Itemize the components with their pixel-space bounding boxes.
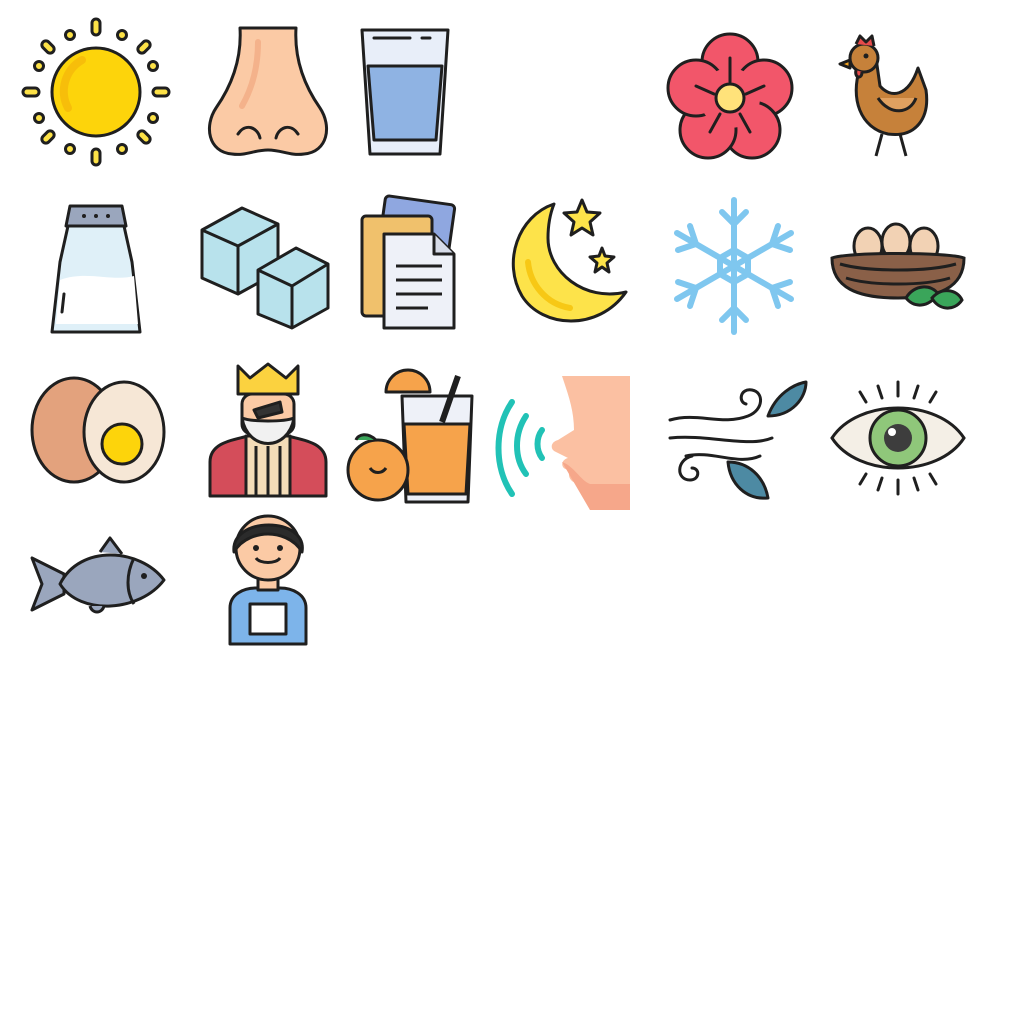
bird-nest-eggs-icon (828, 198, 968, 338)
ice-cubes-icon (198, 200, 338, 340)
salt-shaker-icon (26, 200, 166, 340)
rooster-icon (820, 28, 960, 168)
water-glass-icon (338, 22, 478, 162)
fish-icon (30, 534, 170, 674)
speaking-face-icon (490, 370, 630, 510)
snowflake-icon (664, 196, 804, 336)
moon-stars-icon (498, 192, 638, 332)
king-icon (198, 362, 338, 502)
documents-icon (338, 194, 478, 336)
sun-icon (21, 17, 171, 167)
wind-leaves-icon (668, 376, 808, 516)
orange-juice-icon (346, 368, 486, 512)
eggs-icon (28, 374, 168, 514)
flower-icon (660, 28, 800, 168)
nose-icon (198, 22, 338, 162)
boy-icon (198, 508, 338, 648)
eye-icon (828, 368, 968, 508)
